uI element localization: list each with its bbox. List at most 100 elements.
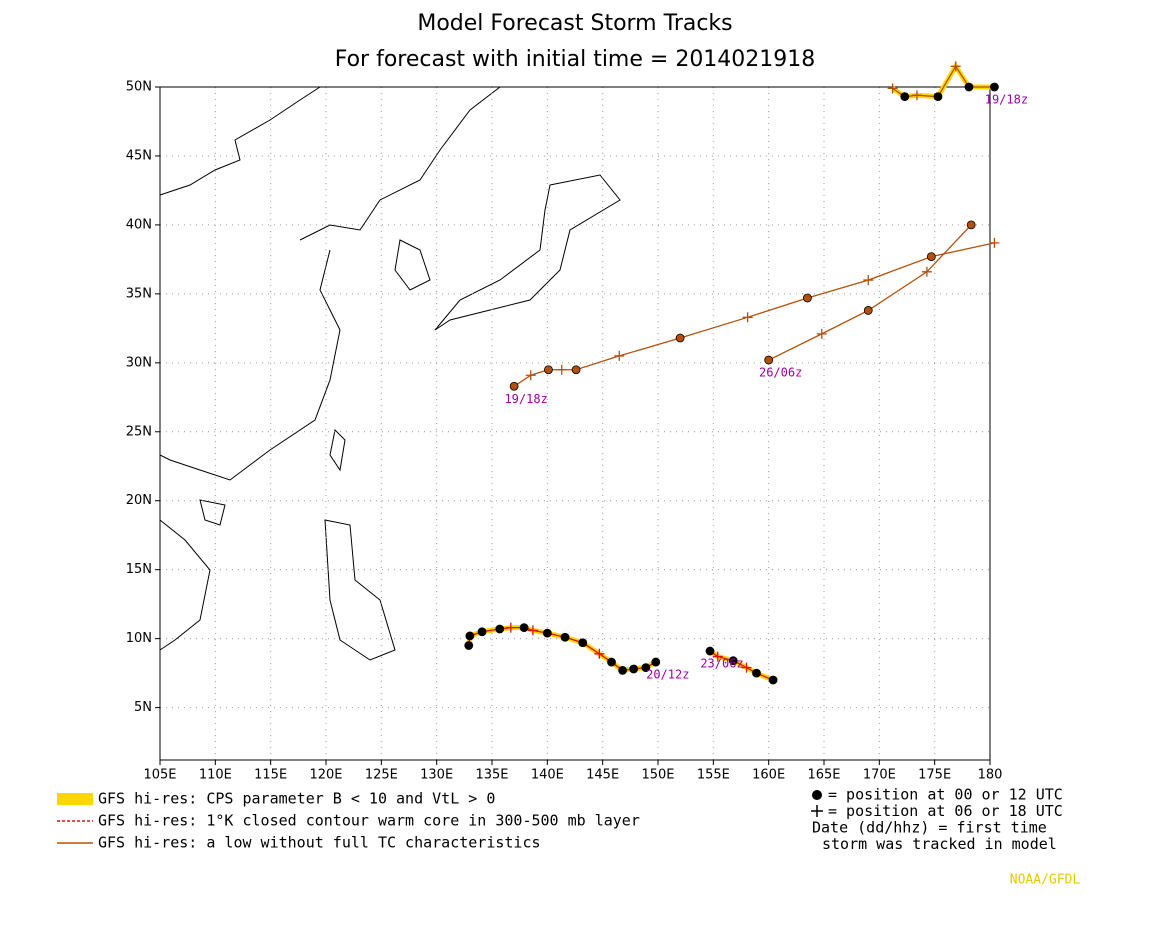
position-plus (594, 648, 605, 659)
coastline (394, 239, 431, 291)
x-tick-label: 175E (918, 768, 951, 783)
y-tick-label: 15N (126, 562, 152, 577)
position-dot (705, 646, 715, 656)
track-start-label: 20/12z (646, 668, 689, 682)
y-tick-label: 30N (126, 355, 152, 370)
track-line (468, 626, 657, 672)
position-dot (618, 665, 627, 675)
position-dot (495, 624, 505, 634)
position-plus (989, 237, 1000, 248)
position-dot (764, 355, 774, 365)
position-plus (527, 625, 538, 636)
y-tick-label: 50N (126, 80, 152, 95)
y-tick-label: 5N (134, 700, 152, 715)
y-tick-label: 10N (126, 631, 152, 646)
credit: NOAA/GFDL (1010, 873, 1081, 888)
x-tick-label: 155E (697, 768, 730, 783)
x-tick-label: 135E (475, 768, 508, 783)
position-plus (887, 83, 898, 94)
track-start-label: 19/18z (985, 93, 1028, 107)
position-plus (712, 651, 723, 662)
position-plus (525, 370, 536, 381)
position-dot (651, 657, 661, 667)
track-start-label: 19/18z (504, 392, 547, 406)
note-text: = position at 06 or 18 UTC (828, 802, 1063, 820)
legend-label: GFS hi-res: 1°K closed contour warm core… (98, 812, 640, 830)
plot-frame (159, 86, 991, 761)
position-plus (741, 662, 752, 673)
coastlines (159, 86, 621, 661)
coastline (159, 519, 211, 651)
position-dot (465, 631, 475, 641)
coastline (159, 86, 321, 196)
position-plus (556, 364, 567, 375)
x-tick-label: 165E (807, 768, 840, 783)
coastline (159, 249, 341, 481)
position-dot (607, 657, 616, 667)
note-dot-symbol (812, 790, 822, 800)
track-start-label: 26/06z (759, 366, 802, 380)
position-dot (933, 92, 943, 102)
x-tick-label: 125E (365, 768, 398, 783)
x-tick-label: 170E (863, 768, 896, 783)
position-dot (509, 381, 519, 391)
note-text: storm was tracked in model (822, 835, 1057, 853)
position-dot (519, 623, 529, 633)
legend-label: GFS hi-res: CPS parameter B < 10 and VtL… (98, 790, 495, 808)
hainan (199, 499, 226, 526)
position-dot (728, 656, 738, 666)
position-dot (966, 220, 976, 230)
philippines (324, 519, 396, 661)
x-tick-label: 105E (143, 768, 176, 783)
position-dot (926, 252, 936, 262)
legend-label: GFS hi-res: a low without full TC charac… (98, 834, 541, 852)
position-dot (571, 365, 581, 375)
note-text: = position at 00 or 12 UTC (828, 786, 1063, 804)
chart-subtitle: For forecast with initial time = 2014021… (335, 47, 816, 72)
chart-title: Model Forecast Storm Tracks (417, 11, 732, 36)
position-dot (990, 82, 999, 92)
y-tick-label: 35N (126, 286, 152, 301)
position-dot (560, 632, 570, 642)
position-plus (863, 275, 874, 286)
position-dot (578, 638, 588, 648)
position-dot (803, 293, 812, 303)
note-text: Date (dd/hhz) = first time (812, 819, 1047, 837)
position-dot (675, 333, 685, 343)
japan (434, 174, 621, 331)
y-tick-label: 25N (126, 424, 152, 439)
y-tick-label: 20N (126, 493, 152, 508)
x-tick-label: 180 (978, 768, 1003, 783)
track-highlight (891, 61, 995, 100)
position-dot (477, 627, 487, 637)
position-dot (629, 664, 639, 674)
position-dot (768, 675, 778, 685)
track-line (768, 224, 972, 361)
position-plus (505, 622, 516, 633)
position-plus (742, 312, 753, 323)
y-tick-label: 40N (126, 217, 152, 232)
x-tick-label: 140E (531, 768, 564, 783)
position-dot (641, 663, 651, 673)
x-tick-label: 115E (254, 768, 287, 783)
x-tick-label: 130E (420, 768, 453, 783)
position-plus (911, 90, 922, 101)
position-dot (544, 365, 553, 375)
x-tick-label: 150E (641, 768, 674, 783)
x-tick-label: 110E (199, 768, 232, 783)
position-dot (542, 628, 552, 638)
x-tick-label: 145E (586, 768, 619, 783)
position-dot (900, 92, 910, 102)
x-tick-label: 160E (752, 768, 785, 783)
position-plus (950, 61, 961, 72)
y-tick-label: 45N (126, 148, 152, 163)
position-dot (964, 82, 974, 92)
position-plus (921, 266, 932, 277)
position-plus (816, 328, 827, 339)
position-dot (752, 668, 761, 678)
taiwan (329, 428, 346, 472)
position-dot (863, 306, 873, 315)
x-tick-label: 120E (309, 768, 342, 783)
position-dot (464, 641, 474, 650)
